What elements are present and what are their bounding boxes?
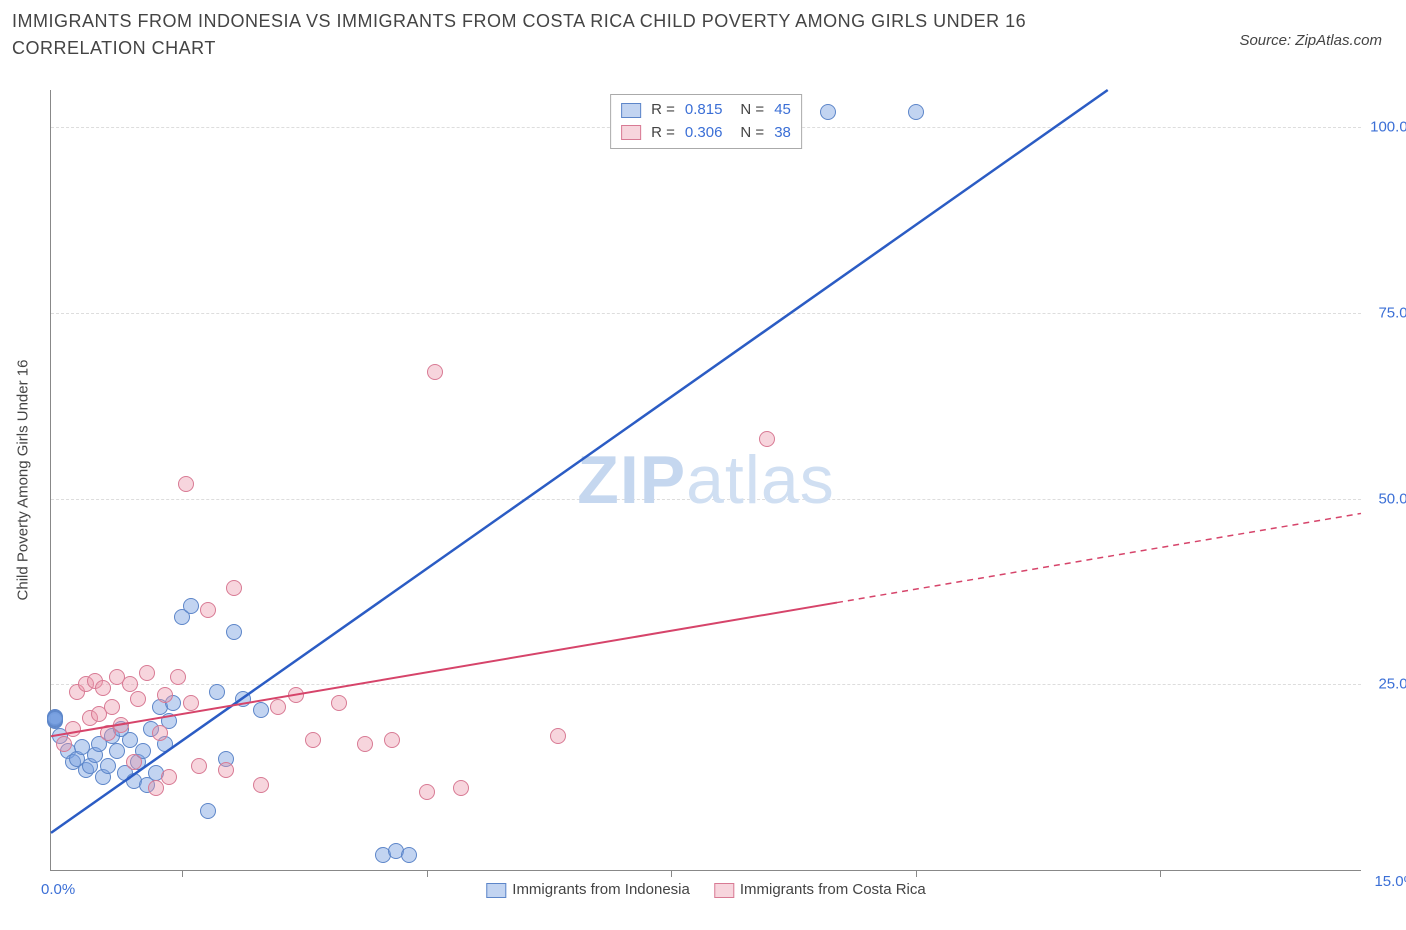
point-indonesia bbox=[183, 598, 199, 614]
point-costa-rica bbox=[419, 784, 435, 800]
legend-row: R =0.815N =45 bbox=[621, 99, 791, 122]
legend-swatch bbox=[714, 883, 734, 898]
legend-swatch bbox=[621, 103, 641, 118]
point-costa-rica bbox=[270, 699, 286, 715]
point-costa-rica bbox=[56, 736, 72, 752]
point-costa-rica bbox=[384, 732, 400, 748]
x-axis-origin-label: 0.0% bbox=[41, 881, 75, 898]
point-indonesia bbox=[908, 104, 924, 120]
point-indonesia bbox=[253, 702, 269, 718]
point-costa-rica bbox=[226, 580, 242, 596]
source-label: Source: ZipAtlas.com bbox=[1239, 32, 1382, 49]
point-costa-rica bbox=[183, 695, 199, 711]
y-tick-label: 25.0% bbox=[1378, 676, 1406, 693]
point-costa-rica bbox=[357, 736, 373, 752]
point-costa-rica bbox=[218, 762, 234, 778]
point-costa-rica bbox=[65, 721, 81, 737]
point-costa-rica bbox=[170, 669, 186, 685]
point-costa-rica bbox=[331, 695, 347, 711]
point-costa-rica bbox=[759, 431, 775, 447]
point-indonesia bbox=[109, 743, 125, 759]
point-indonesia bbox=[226, 624, 242, 640]
point-costa-rica bbox=[157, 687, 173, 703]
x-tick bbox=[1160, 870, 1161, 877]
point-indonesia bbox=[47, 711, 63, 727]
point-costa-rica bbox=[130, 691, 146, 707]
point-costa-rica bbox=[427, 364, 443, 380]
correlation-legend: R =0.815N =45R =0.306N =38 bbox=[610, 94, 802, 149]
y-tick-label: 75.0% bbox=[1378, 304, 1406, 321]
point-costa-rica bbox=[550, 728, 566, 744]
point-indonesia bbox=[200, 803, 216, 819]
point-costa-rica bbox=[253, 777, 269, 793]
x-axis-far-label: 15.0% bbox=[1374, 873, 1406, 890]
point-costa-rica bbox=[122, 676, 138, 692]
x-tick bbox=[671, 870, 672, 877]
gridline bbox=[51, 684, 1361, 685]
point-costa-rica bbox=[104, 699, 120, 715]
point-indonesia bbox=[235, 691, 251, 707]
gridline bbox=[51, 313, 1361, 314]
point-costa-rica bbox=[191, 758, 207, 774]
x-tick bbox=[916, 870, 917, 877]
x-tick bbox=[182, 870, 183, 877]
point-costa-rica bbox=[95, 680, 111, 696]
plot-area: ZIPatlas Child Poverty Among Girls Under… bbox=[50, 90, 1361, 871]
point-costa-rica bbox=[453, 780, 469, 796]
y-axis-label: Child Poverty Among Girls Under 16 bbox=[15, 360, 32, 601]
point-costa-rica bbox=[178, 476, 194, 492]
legend-item: Immigrants from Indonesia bbox=[486, 881, 690, 898]
y-tick-label: 50.0% bbox=[1378, 490, 1406, 507]
point-costa-rica bbox=[113, 717, 129, 733]
point-costa-rica bbox=[161, 769, 177, 785]
y-tick-label: 100.0% bbox=[1370, 119, 1406, 136]
watermark: ZIPatlas bbox=[577, 441, 834, 519]
point-costa-rica bbox=[288, 687, 304, 703]
legend-swatch bbox=[621, 125, 641, 140]
point-costa-rica bbox=[152, 725, 168, 741]
point-costa-rica bbox=[139, 665, 155, 681]
series-legend: Immigrants from Indonesia Immigrants from… bbox=[486, 881, 925, 898]
point-costa-rica bbox=[305, 732, 321, 748]
point-costa-rica bbox=[148, 780, 164, 796]
chart-title: IMMIGRANTS FROM INDONESIA VS IMMIGRANTS … bbox=[12, 8, 1112, 62]
legend-item: Immigrants from Costa Rica bbox=[714, 881, 926, 898]
point-indonesia bbox=[209, 684, 225, 700]
point-indonesia bbox=[401, 847, 417, 863]
x-tick bbox=[427, 870, 428, 877]
point-costa-rica bbox=[200, 602, 216, 618]
gridline bbox=[51, 499, 1361, 500]
point-indonesia bbox=[100, 758, 116, 774]
legend-swatch bbox=[486, 883, 506, 898]
legend-row: R =0.306N =38 bbox=[621, 122, 791, 145]
point-indonesia bbox=[820, 104, 836, 120]
trend-lines bbox=[51, 90, 1361, 870]
point-costa-rica bbox=[126, 754, 142, 770]
